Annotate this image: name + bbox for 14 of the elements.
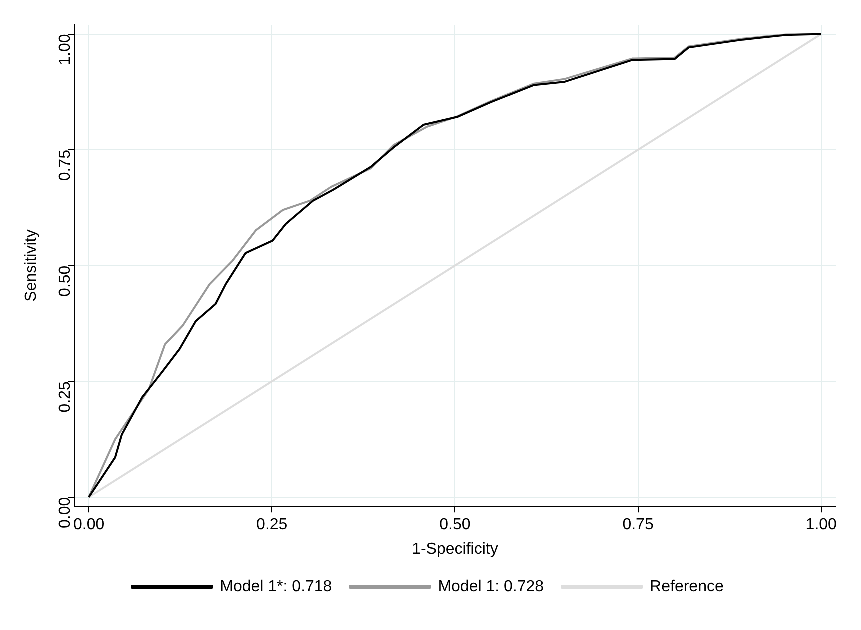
x-tick-label: 0.25 — [256, 516, 288, 534]
legend-label: Model 1: 0.728 — [438, 578, 544, 596]
y-tick-label: 1.00 — [56, 34, 74, 66]
y-tick-label: 0.50 — [56, 266, 74, 297]
x-tick-label: 0.75 — [622, 516, 654, 534]
x-tick-label: 1.00 — [806, 516, 838, 534]
x-axis-title: 1-Specificity — [412, 540, 498, 558]
y-axis-title: Sensitivity — [23, 230, 40, 302]
legend-label: Reference — [650, 578, 724, 596]
legend-label: Model 1*: 0.718 — [220, 578, 332, 596]
y-tick-label: 0.25 — [56, 381, 74, 413]
y-tick-label: 0.75 — [56, 150, 74, 182]
x-tick-label: 0.00 — [73, 516, 105, 534]
x-tick-label: 0.50 — [440, 516, 471, 534]
